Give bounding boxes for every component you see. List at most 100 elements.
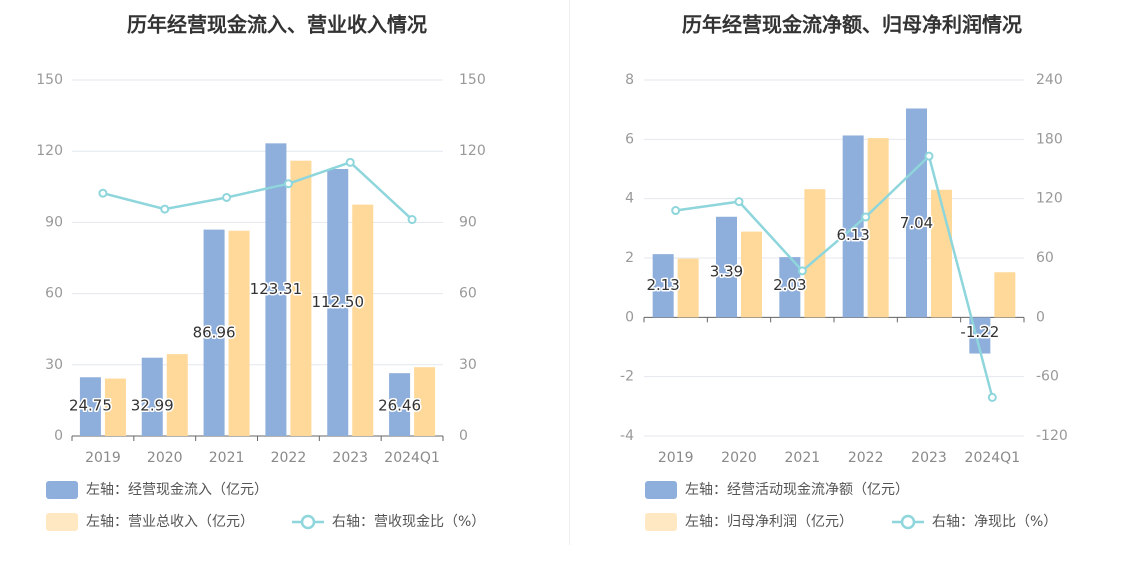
y-right-tick-label: 120 xyxy=(1036,191,1063,207)
y-left-tick-label: 120 xyxy=(36,143,63,159)
y-right-tick-label: 60 xyxy=(1036,250,1054,266)
y-right-tick-label: 60 xyxy=(459,286,477,302)
bar-primary xyxy=(327,169,349,436)
legend-label: 左轴：归母净利润（亿元） xyxy=(685,513,853,530)
x-tick-label: 2021 xyxy=(209,450,245,466)
panel-divider xyxy=(569,0,570,545)
ratio-point xyxy=(222,192,232,202)
bar-primary xyxy=(389,373,411,436)
ratio-point xyxy=(98,188,108,198)
y-left-tick-label: 6 xyxy=(625,131,634,147)
legend-label: 右轴：营收现金比（%） xyxy=(332,514,485,530)
bar-secondary xyxy=(104,378,126,436)
bar-primary xyxy=(716,216,737,318)
x-tick-label: 2020 xyxy=(721,450,757,466)
y-left-tick-label: 4 xyxy=(625,191,634,207)
y-left-tick-label: -2 xyxy=(620,369,634,385)
data-label: 3.39 xyxy=(710,263,743,281)
x-tick-label: 2019 xyxy=(85,450,121,466)
data-label: -1.22 xyxy=(960,323,999,341)
y-right-tick-label: -120 xyxy=(1036,428,1068,444)
ratio-line xyxy=(675,153,994,398)
y-right-tick-label: 0 xyxy=(1036,309,1045,325)
x-tick-label: 2021 xyxy=(785,450,821,466)
legend-marker xyxy=(300,514,316,530)
ratio-point xyxy=(987,392,997,402)
bar-primary xyxy=(265,143,287,436)
x-tick-label: 2022 xyxy=(271,450,307,466)
bar-secondary xyxy=(290,160,312,436)
legend-label: 左轴：经营活动现金流净额（亿元） xyxy=(685,482,909,498)
x-tick-label: 2023 xyxy=(911,450,947,466)
data-label: 86.96 xyxy=(193,323,236,341)
bar-secondary xyxy=(931,189,952,318)
data-label: 24.75 xyxy=(69,397,112,415)
y-right-tick-label: 120 xyxy=(459,143,486,159)
data-label: 26.46 xyxy=(378,397,421,415)
y-left-tick-label: 2 xyxy=(625,250,634,266)
legend-swatch xyxy=(46,481,78,499)
bar-primary xyxy=(203,229,225,436)
bar-primary xyxy=(652,254,674,318)
legend-label: 左轴：经营现金流入（亿元） xyxy=(86,482,268,498)
y-left-tick-label: 90 xyxy=(45,214,63,230)
y-left-tick-label: -4 xyxy=(620,428,634,444)
bar-primary xyxy=(906,108,927,318)
bar-secondary xyxy=(741,231,762,318)
y-left-tick-label: 60 xyxy=(45,286,63,302)
y-right-tick-label: 150 xyxy=(459,72,486,88)
x-tick-label: 2024Q1 xyxy=(965,450,1021,466)
legend-label: 右轴：净现比（%） xyxy=(932,514,1057,530)
y-right-tick-label: 0 xyxy=(459,428,468,444)
legend-swatch xyxy=(645,513,677,531)
bar-secondary xyxy=(994,272,1016,318)
data-label: 123.31 xyxy=(250,280,303,298)
bar-secondary xyxy=(414,367,436,436)
bar-secondary xyxy=(867,138,889,318)
legend-swatch xyxy=(645,481,677,499)
bar-secondary xyxy=(352,204,374,436)
chart-title: 历年经营现金流入、营业收入情况 xyxy=(127,13,427,37)
legend-marker xyxy=(900,514,916,530)
y-left-tick-label: 0 xyxy=(54,428,63,444)
chart-panel-2: 历年经营现金流净额、归母净利润情况 -4 -120 -2 -60 0 0 2 60 4 120 6 18… xyxy=(620,13,1068,531)
ratio-point xyxy=(734,197,744,207)
bar-primary xyxy=(141,357,163,436)
data-label: 7.04 xyxy=(900,214,933,232)
data-label: 2.03 xyxy=(773,276,806,294)
x-tick-label: 2019 xyxy=(658,450,694,466)
x-tick-label: 2023 xyxy=(332,450,368,466)
data-label: 112.50 xyxy=(312,293,365,311)
y-right-tick-label: 240 xyxy=(1036,72,1063,88)
x-tick-label: 2022 xyxy=(848,450,884,466)
y-left-tick-label: 30 xyxy=(45,357,63,373)
data-label: 32.99 xyxy=(131,397,174,415)
ratio-point xyxy=(924,151,934,161)
ratio-point xyxy=(671,206,681,216)
bar-secondary xyxy=(228,230,250,436)
data-label: 2.13 xyxy=(646,276,679,294)
ratio-point xyxy=(407,215,417,225)
bar-primary xyxy=(79,377,101,436)
chart-title: 历年经营现金流净额、归母净利润情况 xyxy=(682,13,1022,37)
y-left-tick-label: 150 xyxy=(36,72,63,88)
ratio-point xyxy=(160,204,170,214)
y-right-tick-label: 180 xyxy=(1036,131,1063,147)
legend-swatch xyxy=(46,513,78,531)
y-right-tick-label: -60 xyxy=(1036,369,1059,385)
y-left-tick-label: 8 xyxy=(625,72,634,88)
bar-secondary xyxy=(804,189,826,318)
data-label: 6.13 xyxy=(836,226,869,244)
legend-label: 左轴：营业总收入（亿元） xyxy=(86,514,254,530)
bar-secondary xyxy=(166,354,188,436)
y-right-tick-label: 90 xyxy=(459,214,477,230)
ratio-point xyxy=(345,157,355,167)
x-tick-label: 2020 xyxy=(147,450,183,466)
y-left-tick-label: 0 xyxy=(625,309,634,325)
x-tick-label: 2024Q1 xyxy=(384,450,440,466)
ratio-point xyxy=(861,212,871,222)
bar-primary xyxy=(779,257,801,318)
ratio-point xyxy=(283,179,293,189)
bar-secondary xyxy=(677,258,699,318)
